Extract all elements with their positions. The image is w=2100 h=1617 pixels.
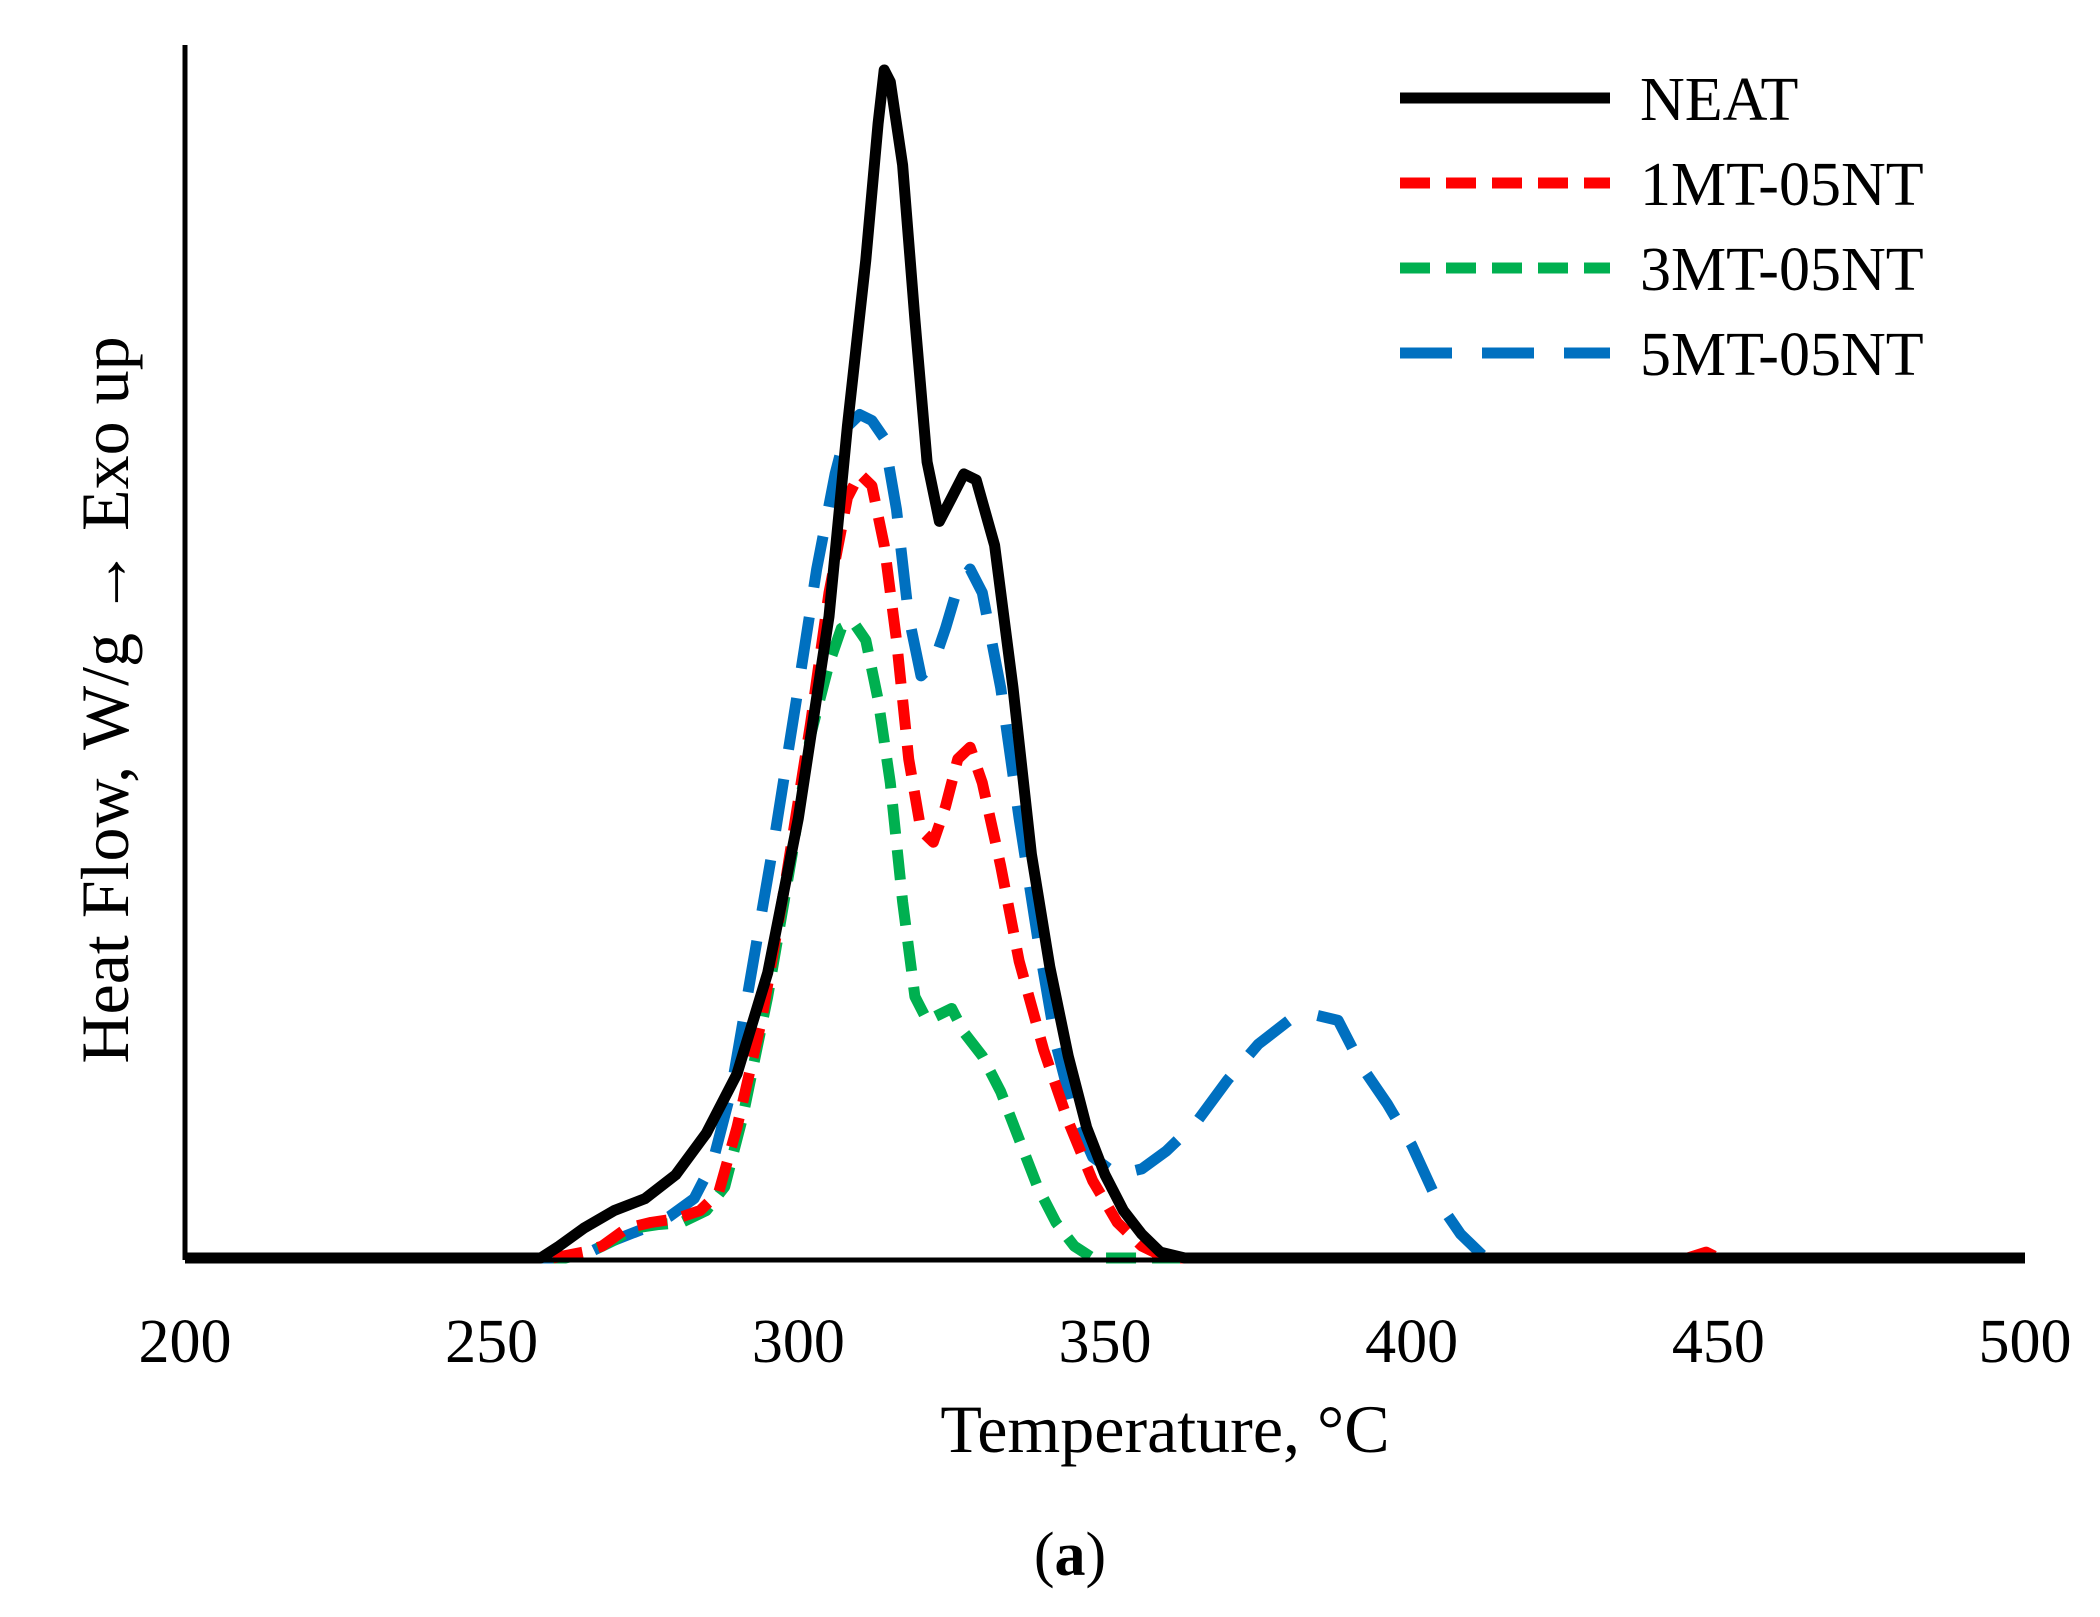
legend-label-5mt-05nt: 5MT-05NT	[1640, 321, 1924, 389]
x-tick-label: 300	[752, 1308, 845, 1376]
caption-letter: a	[1055, 1521, 1086, 1589]
y-axis-title: Heat Flow, W/g → Exo up	[67, 336, 143, 1063]
series-line-neat	[185, 64, 2025, 1264]
x-tick-label: 250	[445, 1308, 538, 1376]
plot-series-group	[185, 64, 2025, 1264]
figure-caption: (a)	[1034, 1521, 1106, 1589]
x-tick-label: 500	[1979, 1308, 2072, 1376]
series-line-1mt-05nt	[185, 468, 2025, 1264]
legend-label-1mt-05nt: 1MT-05NT	[1640, 151, 1924, 219]
x-axis-title: Temperature, °C	[940, 1391, 1389, 1467]
legend: NEAT 1MT-05NT 3MT-05NT 5MT-05NT	[1400, 66, 1924, 389]
legend-label-neat: NEAT	[1640, 66, 1798, 134]
x-tick-label: 400	[1365, 1308, 1458, 1376]
series-line-5mt-05nt	[185, 409, 2025, 1264]
x-tick-label: 200	[139, 1308, 232, 1376]
x-tick-labels: 200 250 300 350 400 450 500	[139, 1308, 2072, 1376]
x-tick-label: 350	[1059, 1308, 1152, 1376]
legend-label-3mt-05nt: 3MT-05NT	[1640, 236, 1924, 304]
x-tick-label: 450	[1672, 1308, 1765, 1376]
